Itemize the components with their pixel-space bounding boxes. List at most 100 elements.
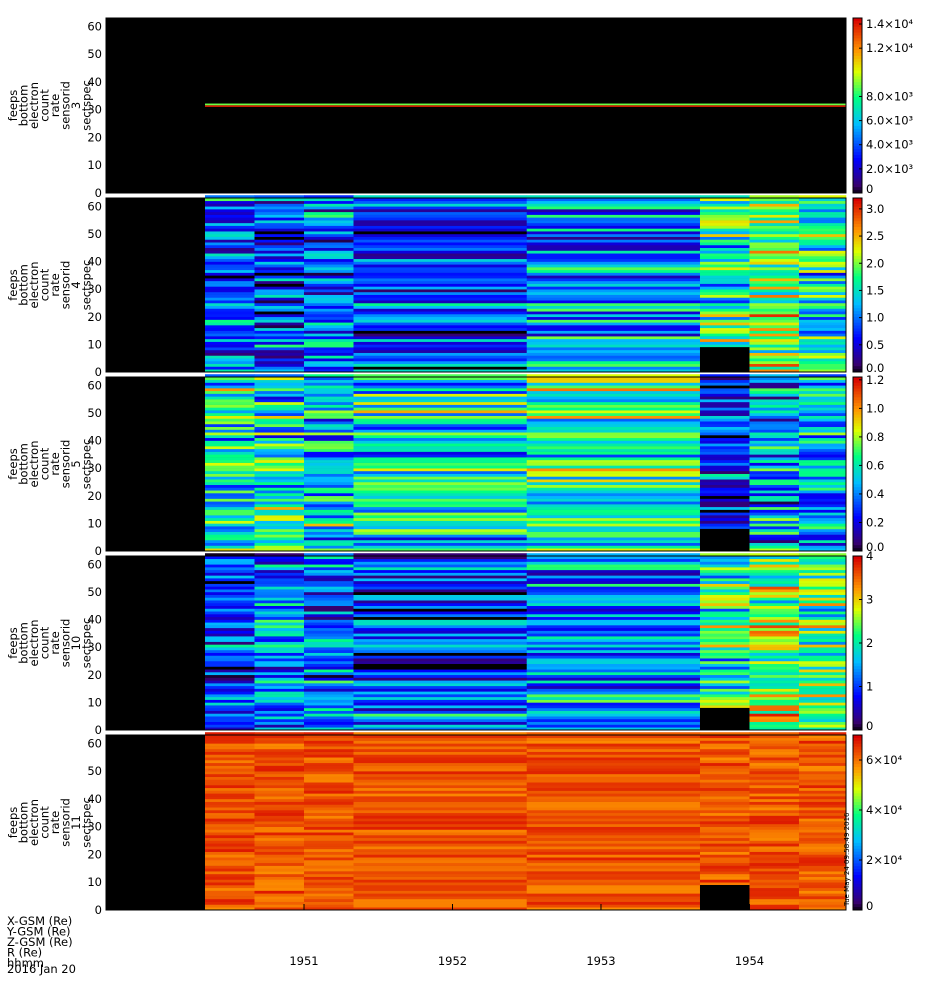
heat-cell [526,865,701,869]
heat-cell [353,369,528,373]
heat-cell [303,860,354,864]
heat-cell [749,396,800,400]
heat-cell [749,685,800,689]
heat-cell [798,261,847,265]
heat-cell [303,435,354,439]
heat-cell [526,773,701,777]
heat-cell [798,649,847,653]
heat-cell [353,561,528,565]
heat-cell [798,198,847,202]
heat-cell [204,214,255,218]
y-tick-label: 50 [87,227,102,241]
heat-cell [798,862,847,866]
heat-cell [699,857,750,861]
heat-cell [749,666,800,670]
heat-cell [749,658,800,662]
heat-cell [699,832,750,836]
heat-cell [303,735,354,739]
heat-cell [798,355,847,359]
colorbar-swatch [853,314,862,318]
heat-cell [303,457,354,461]
y-axis-label-line: 10 [69,636,83,651]
heat-cell [353,327,528,331]
colorbar-swatch [853,643,862,647]
colorbar-swatch [853,41,862,45]
heat-cell [254,837,305,841]
heat-cell [303,829,354,833]
heat-cell [353,382,528,386]
heat-cell [699,787,750,791]
heat-cell [526,272,701,276]
heat-cell [526,344,701,348]
heat-cell [353,843,528,847]
heat-cell [303,341,354,345]
colorbar-swatch [853,813,862,818]
heat-cell [798,591,847,595]
heat-cell [353,674,528,678]
heat-cell [798,625,847,629]
heat-cell [749,567,800,571]
colorbar-tick-label: 2.0 [866,256,884,270]
heat-cell [526,677,701,681]
heat-cell [749,355,800,359]
ephemeris-row-label: R (Re) [7,946,42,960]
heat-cell [254,528,305,532]
heat-cell [798,542,847,546]
heat-cell [526,658,701,662]
heat-cell [254,200,305,204]
heat-cell [204,860,255,864]
colorbar-swatch [853,455,862,459]
heat-cell [798,885,847,889]
colorbar-swatch [853,631,862,635]
heat-cell [204,835,255,839]
heat-cell [699,812,750,816]
heat-cell [526,275,701,279]
colorbar-swatch [853,432,862,436]
heat-cell [303,470,354,474]
heat-cell [749,484,800,488]
heat-cell [798,896,847,900]
heat-cell [526,294,701,298]
heat-cell [254,211,305,215]
heat-cell [749,454,800,458]
heat-cell [749,633,800,637]
heat-cell [204,269,255,273]
colorbar-swatch [853,123,862,127]
heat-cell [204,683,255,687]
heat-cell [303,663,354,667]
heat-cell [353,289,528,293]
heat-cell [526,231,701,235]
heat-cell [303,569,354,573]
heat-cell [303,655,354,659]
heat-cell [699,658,750,662]
heat-cell [353,605,528,609]
heat-cell [699,785,750,789]
colorbar-swatch [853,651,862,656]
heat-cell [798,567,847,571]
colorbar-tick-label: 0 [866,719,873,733]
heat-cell [526,790,701,794]
heat-cell [353,716,528,720]
heat-cell [353,907,528,911]
heat-cell [749,267,800,271]
heat-cell [526,454,701,458]
heat-cell [699,200,750,204]
heat-cell [204,457,255,461]
heat-cell [526,887,701,891]
heat-cell [798,211,847,215]
colorbar-swatch [853,32,862,36]
heat-cell [798,683,847,687]
y-axis-label-line: sensorid [59,261,73,310]
colorbar-tick-label: 2.5 [866,229,884,243]
heat-cell [254,636,305,640]
heat-cell [204,401,255,405]
heat-cell [303,336,354,340]
heat-cell [749,319,800,323]
colorbar-swatch [853,108,862,112]
heat-cell [254,589,305,593]
heat-cell [204,575,255,579]
heat-cell [526,280,701,284]
heat-cell [749,707,800,711]
heat-cell [699,418,750,422]
